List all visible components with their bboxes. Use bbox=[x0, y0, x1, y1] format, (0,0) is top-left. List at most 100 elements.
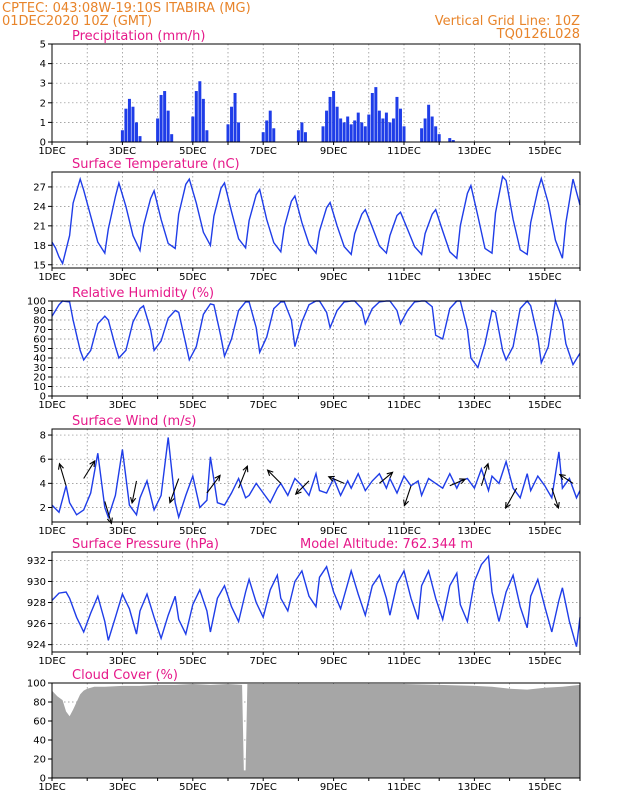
rh-ytick-label: 50 bbox=[33, 344, 46, 355]
wind-xtick-label: 1DEC bbox=[38, 526, 65, 537]
wind-arrow-shaft bbox=[295, 480, 310, 495]
precip-bar bbox=[370, 93, 374, 142]
wind-arrow-head bbox=[403, 499, 410, 507]
precip-xtick-label: 1DEC bbox=[38, 146, 65, 157]
precip-bar bbox=[166, 110, 170, 142]
precip-bar bbox=[360, 122, 364, 142]
precip-bar bbox=[427, 104, 431, 142]
rh-xtick-label: 7DEC bbox=[250, 400, 277, 411]
cloud-frame bbox=[51, 682, 581, 779]
precip-bar bbox=[300, 122, 304, 142]
wind-ytick-label: 6 bbox=[40, 455, 46, 466]
precip-ytick-label: 3 bbox=[40, 79, 46, 90]
rh-ytick-label: 10 bbox=[33, 382, 46, 393]
rh-xtick-label: 1DEC bbox=[38, 400, 65, 411]
temp-ytick-label: 21 bbox=[33, 221, 46, 232]
header-grid-line: Vertical Grid Line: 10Z bbox=[435, 14, 580, 29]
precip-ytick-label: 0 bbox=[40, 138, 46, 149]
precip-bar bbox=[434, 126, 438, 142]
wind-arrow-shaft bbox=[104, 501, 112, 524]
rh-ytick-label: 70 bbox=[33, 325, 46, 336]
wind-arrow-shaft bbox=[551, 488, 559, 509]
precip-bar bbox=[138, 136, 142, 142]
wind-arrow-shaft bbox=[480, 463, 489, 486]
precip-bar bbox=[237, 122, 241, 142]
wind-arrow-shaft bbox=[238, 465, 248, 489]
press-xtick-label: 15DEC bbox=[528, 656, 562, 667]
precip-title: Precipitation (mm/h) bbox=[72, 29, 205, 44]
press-xtick-label: 5DEC bbox=[179, 656, 206, 667]
wind-ytick-label: 2 bbox=[40, 503, 46, 514]
precip-xtick-label: 13DEC bbox=[458, 146, 492, 157]
wind-panel: 2 4 6 8 1DEC 3DEC 5DEC 7DEC 9DEC 11DEC 13DEC 15DEC S… bbox=[38, 414, 581, 537]
temp-xtick-label: 7DEC bbox=[250, 272, 277, 283]
press-frame bbox=[51, 551, 581, 653]
temp-frame bbox=[51, 171, 581, 269]
wind-arrow-head bbox=[327, 475, 335, 482]
precip-bar bbox=[321, 126, 325, 142]
temp-xtick-label: 5DEC bbox=[179, 272, 206, 283]
rh-ytick-label: 40 bbox=[33, 354, 46, 365]
precip-panel: 0 1 2 3 4 5 1DEC 3DEC 5DEC 7DEC 9DEC 11DEC 13DEC 15DE… bbox=[38, 29, 581, 157]
precip-bar bbox=[349, 124, 353, 142]
precip-bar bbox=[127, 98, 131, 142]
wind-arrow-head bbox=[294, 488, 302, 496]
press-ytick-label: 930 bbox=[27, 577, 46, 588]
precip-bar bbox=[451, 140, 455, 142]
press-title: Surface Pressure (hPa) bbox=[72, 537, 219, 552]
wind-arrow-head bbox=[386, 471, 394, 479]
cloud-ytick-label: 60 bbox=[33, 717, 46, 728]
cloud-xtick-label: 5DEC bbox=[179, 782, 206, 793]
wind-arrow-shaft bbox=[131, 480, 138, 504]
cloud-area bbox=[52, 683, 580, 778]
rh-ytick-label: 80 bbox=[33, 316, 46, 327]
precip-bar bbox=[131, 106, 135, 142]
rh-xtick-label: 5DEC bbox=[179, 400, 206, 411]
wind-arrow-shaft bbox=[58, 463, 67, 486]
precip-bar bbox=[363, 126, 367, 142]
precip-bar bbox=[261, 132, 265, 142]
rh-ytick-label: 20 bbox=[33, 373, 46, 384]
wind-line bbox=[51, 437, 581, 520]
wind-xtick-label: 11DEC bbox=[387, 526, 421, 537]
wind-arrow-shaft bbox=[403, 485, 412, 506]
press-panel: 924 926 928 930 932 1DEC 3DEC 5DEC 7DEC 9DEC 11DEC… bbox=[27, 537, 581, 667]
press-line bbox=[51, 554, 581, 647]
precip-bar bbox=[346, 116, 350, 142]
header-model-id: TQ0126L028 bbox=[496, 27, 580, 42]
precip-bar bbox=[381, 118, 385, 142]
precip-bar bbox=[388, 122, 392, 142]
precip-bar bbox=[395, 96, 399, 142]
wind-arrow-shaft bbox=[379, 471, 393, 484]
temp-xtick-label: 11DEC bbox=[387, 272, 421, 283]
rh-xtick-label: 15DEC bbox=[528, 400, 562, 411]
wind-xtick-label: 13DEC bbox=[458, 526, 492, 537]
precip-ytick-label: 5 bbox=[40, 40, 46, 51]
precip-bar bbox=[159, 94, 163, 142]
press-xtick-label: 13DEC bbox=[458, 656, 492, 667]
rh-xtick-label: 9DEC bbox=[320, 400, 347, 411]
wind-arrow-head bbox=[242, 465, 249, 473]
precip-ytick-label: 1 bbox=[40, 118, 46, 129]
precip-bar bbox=[325, 110, 329, 142]
precip-bar bbox=[205, 130, 209, 142]
precip-bar bbox=[268, 110, 272, 142]
precip-bar bbox=[374, 87, 378, 142]
precip-bar bbox=[296, 130, 300, 142]
precip-bar bbox=[402, 126, 406, 142]
precip-bar bbox=[332, 91, 336, 142]
wind-arrow-shaft bbox=[559, 474, 574, 484]
precip-bar bbox=[201, 98, 205, 142]
press-xtick-label: 11DEC bbox=[387, 656, 421, 667]
wind-frame bbox=[51, 428, 581, 523]
wind-xtick-label: 7DEC bbox=[250, 526, 277, 537]
wind-arrow-head bbox=[553, 501, 560, 510]
wind-arrow-shaft bbox=[449, 478, 466, 487]
wind-arrow-head bbox=[266, 469, 274, 476]
press-ytick-label: 924 bbox=[27, 640, 46, 651]
precip-bar bbox=[191, 116, 195, 142]
cloud-xtick-label: 11DEC bbox=[387, 782, 421, 793]
precip-bar bbox=[328, 96, 332, 142]
press-xtick-label: 1DEC bbox=[38, 656, 65, 667]
